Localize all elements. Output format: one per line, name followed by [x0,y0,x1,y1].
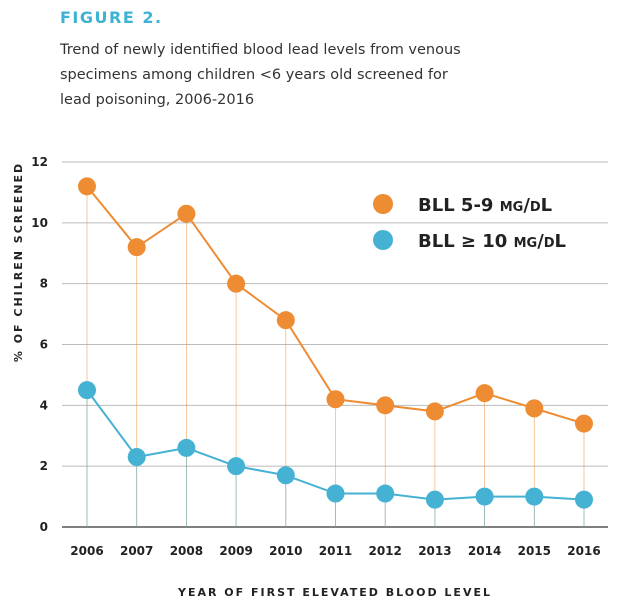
legend-marker [373,194,393,214]
x-tick-label: 2014 [468,544,501,558]
series-line [86,185,585,425]
data-point [177,204,196,223]
x-tick-label: 2016 [567,544,600,558]
data-point [78,381,96,400]
y-tick-label: 4 [40,398,48,412]
data-point [276,311,295,330]
data-point [276,466,295,485]
y-tick-label: 12 [31,155,48,169]
data-point [425,402,444,421]
x-tick-label: 2013 [418,544,451,558]
chart-title: Trend of newly identified blood lead lev… [60,42,461,108]
x-tick-label: 2008 [170,544,203,558]
data-point [127,238,146,257]
data-point [227,457,246,476]
data-point [376,396,395,415]
data-point [575,414,593,433]
data-point [575,490,593,509]
data-point [127,448,146,467]
legend-label: BLL ≥ 10 µg/dL [418,231,566,252]
y-tick-label: 0 [40,520,48,534]
y-tick-label: 8 [40,277,48,291]
data-point [376,484,395,503]
data-point [525,487,544,506]
legend-marker [373,230,393,250]
data-point [227,274,246,293]
data-point [326,484,345,503]
x-tick-label: 2012 [368,544,401,558]
data-point [425,490,444,509]
data-point [525,399,544,418]
data-point [78,177,96,196]
data-point [475,487,494,506]
y-axis-label: % OF CHILREN SCREENED [12,162,25,362]
data-point [326,390,345,409]
y-tick-label: 10 [31,216,48,230]
legend-label: BLL 5-9 µg/dL [418,195,552,216]
x-tick-label: 2010 [269,544,302,558]
y-tick-label: 6 [40,338,48,352]
data-point [475,384,494,403]
x-tick-label: 2015 [518,544,551,558]
x-tick-label: 2009 [219,544,252,558]
x-tick-label: 2011 [319,544,352,558]
x-tick-label: 2007 [120,544,153,558]
x-axis-label: YEAR OF FIRST ELEVATED BLOOD LEVEL [177,586,492,599]
figure-label: FIGURE 2. [60,8,163,27]
y-tick-label: 2 [40,459,48,473]
data-point [177,438,196,457]
x-tick-label: 2006 [70,544,103,558]
